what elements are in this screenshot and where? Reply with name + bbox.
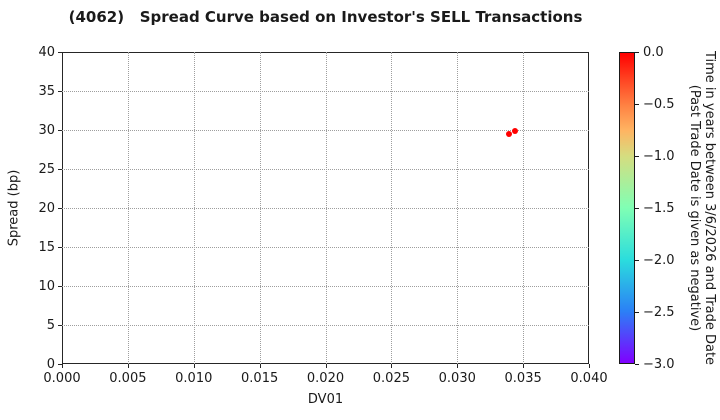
- colorbar-tick-mark: [635, 364, 639, 365]
- y-tick-label: 15: [38, 240, 55, 255]
- y-tick-label: 35: [38, 84, 55, 99]
- colorbar-tick-mark: [635, 52, 639, 53]
- x-tick-label: 0.030: [438, 371, 476, 386]
- colorbar-tick-label: 0.0: [643, 45, 664, 60]
- colorbar-tick-label: −1.0: [643, 149, 675, 164]
- y-tick-label: 10: [38, 279, 55, 294]
- x-tick-label: 0.000: [43, 371, 81, 386]
- grid-line-horizontal: [62, 286, 589, 287]
- x-tick-mark: [127, 364, 129, 368]
- colorbar-tick-mark: [635, 312, 639, 313]
- colorbar-tick-mark: [635, 208, 639, 209]
- colorbar-tick-label: −3.0: [643, 357, 675, 372]
- colorbar-label-line1: Time in years between 3/6/2026 and Trade…: [702, 50, 717, 366]
- y-tick-mark: [58, 52, 62, 53]
- y-tick-label: 5: [46, 318, 55, 333]
- x-tick-label: 0.025: [372, 371, 410, 386]
- x-tick-mark: [259, 364, 261, 368]
- y-tick-mark: [58, 325, 62, 326]
- x-tick-mark: [62, 364, 63, 368]
- x-tick-mark: [193, 364, 195, 368]
- y-tick-mark: [58, 364, 62, 365]
- colorbar-tick-label: −1.5: [643, 201, 675, 216]
- grid-line-horizontal: [62, 130, 589, 131]
- grid-line-horizontal: [62, 325, 589, 326]
- x-tick-mark: [325, 364, 327, 368]
- y-tick-label: 30: [38, 123, 55, 138]
- x-tick-label: 0.005: [109, 371, 147, 386]
- x-tick-mark: [391, 364, 393, 368]
- x-tick-mark: [589, 364, 590, 368]
- y-tick-label: 0: [46, 357, 55, 372]
- y-tick-label: 40: [38, 45, 55, 60]
- x-tick-label: 0.010: [175, 371, 213, 386]
- y-tick-label: 25: [38, 162, 55, 177]
- colorbar-tick-label: −2.0: [643, 253, 675, 268]
- data-point: [505, 130, 512, 137]
- colorbar-label: Time in years between 3/6/2026 and Trade…: [687, 51, 717, 365]
- colorbar-label-line2: (Past Trade Date is given as negative): [687, 84, 702, 332]
- colorbar-tick-label: −2.5: [643, 305, 675, 320]
- x-tick-mark: [523, 364, 525, 368]
- grid-line-horizontal: [62, 169, 589, 170]
- x-axis-label: DV01: [307, 392, 344, 407]
- y-tick-mark: [58, 130, 62, 131]
- x-tick-mark: [457, 364, 459, 368]
- chart-title: (4062) Spread Curve based on Investor's …: [68, 8, 583, 26]
- grid-line-horizontal: [62, 208, 589, 209]
- grid-line-horizontal: [62, 91, 589, 92]
- y-tick-mark: [58, 247, 62, 248]
- y-tick-mark: [58, 91, 62, 92]
- y-tick-mark: [58, 208, 62, 209]
- data-point: [512, 127, 519, 134]
- x-tick-label: 0.020: [306, 371, 345, 386]
- x-tick-label: 0.015: [241, 371, 279, 386]
- y-tick-label: 20: [38, 201, 55, 216]
- colorbar-tick-mark: [635, 104, 639, 105]
- x-tick-label: 0.035: [504, 371, 542, 386]
- colorbar-tick-mark: [635, 156, 639, 157]
- x-tick-label: 0.040: [570, 371, 608, 386]
- colorbar-gradient: [619, 52, 635, 364]
- y-tick-mark: [58, 286, 62, 287]
- y-tick-mark: [58, 169, 62, 170]
- colorbar-tick-mark: [635, 260, 639, 261]
- colorbar-tick-label: −0.5: [643, 97, 675, 112]
- grid-line-horizontal: [62, 247, 589, 248]
